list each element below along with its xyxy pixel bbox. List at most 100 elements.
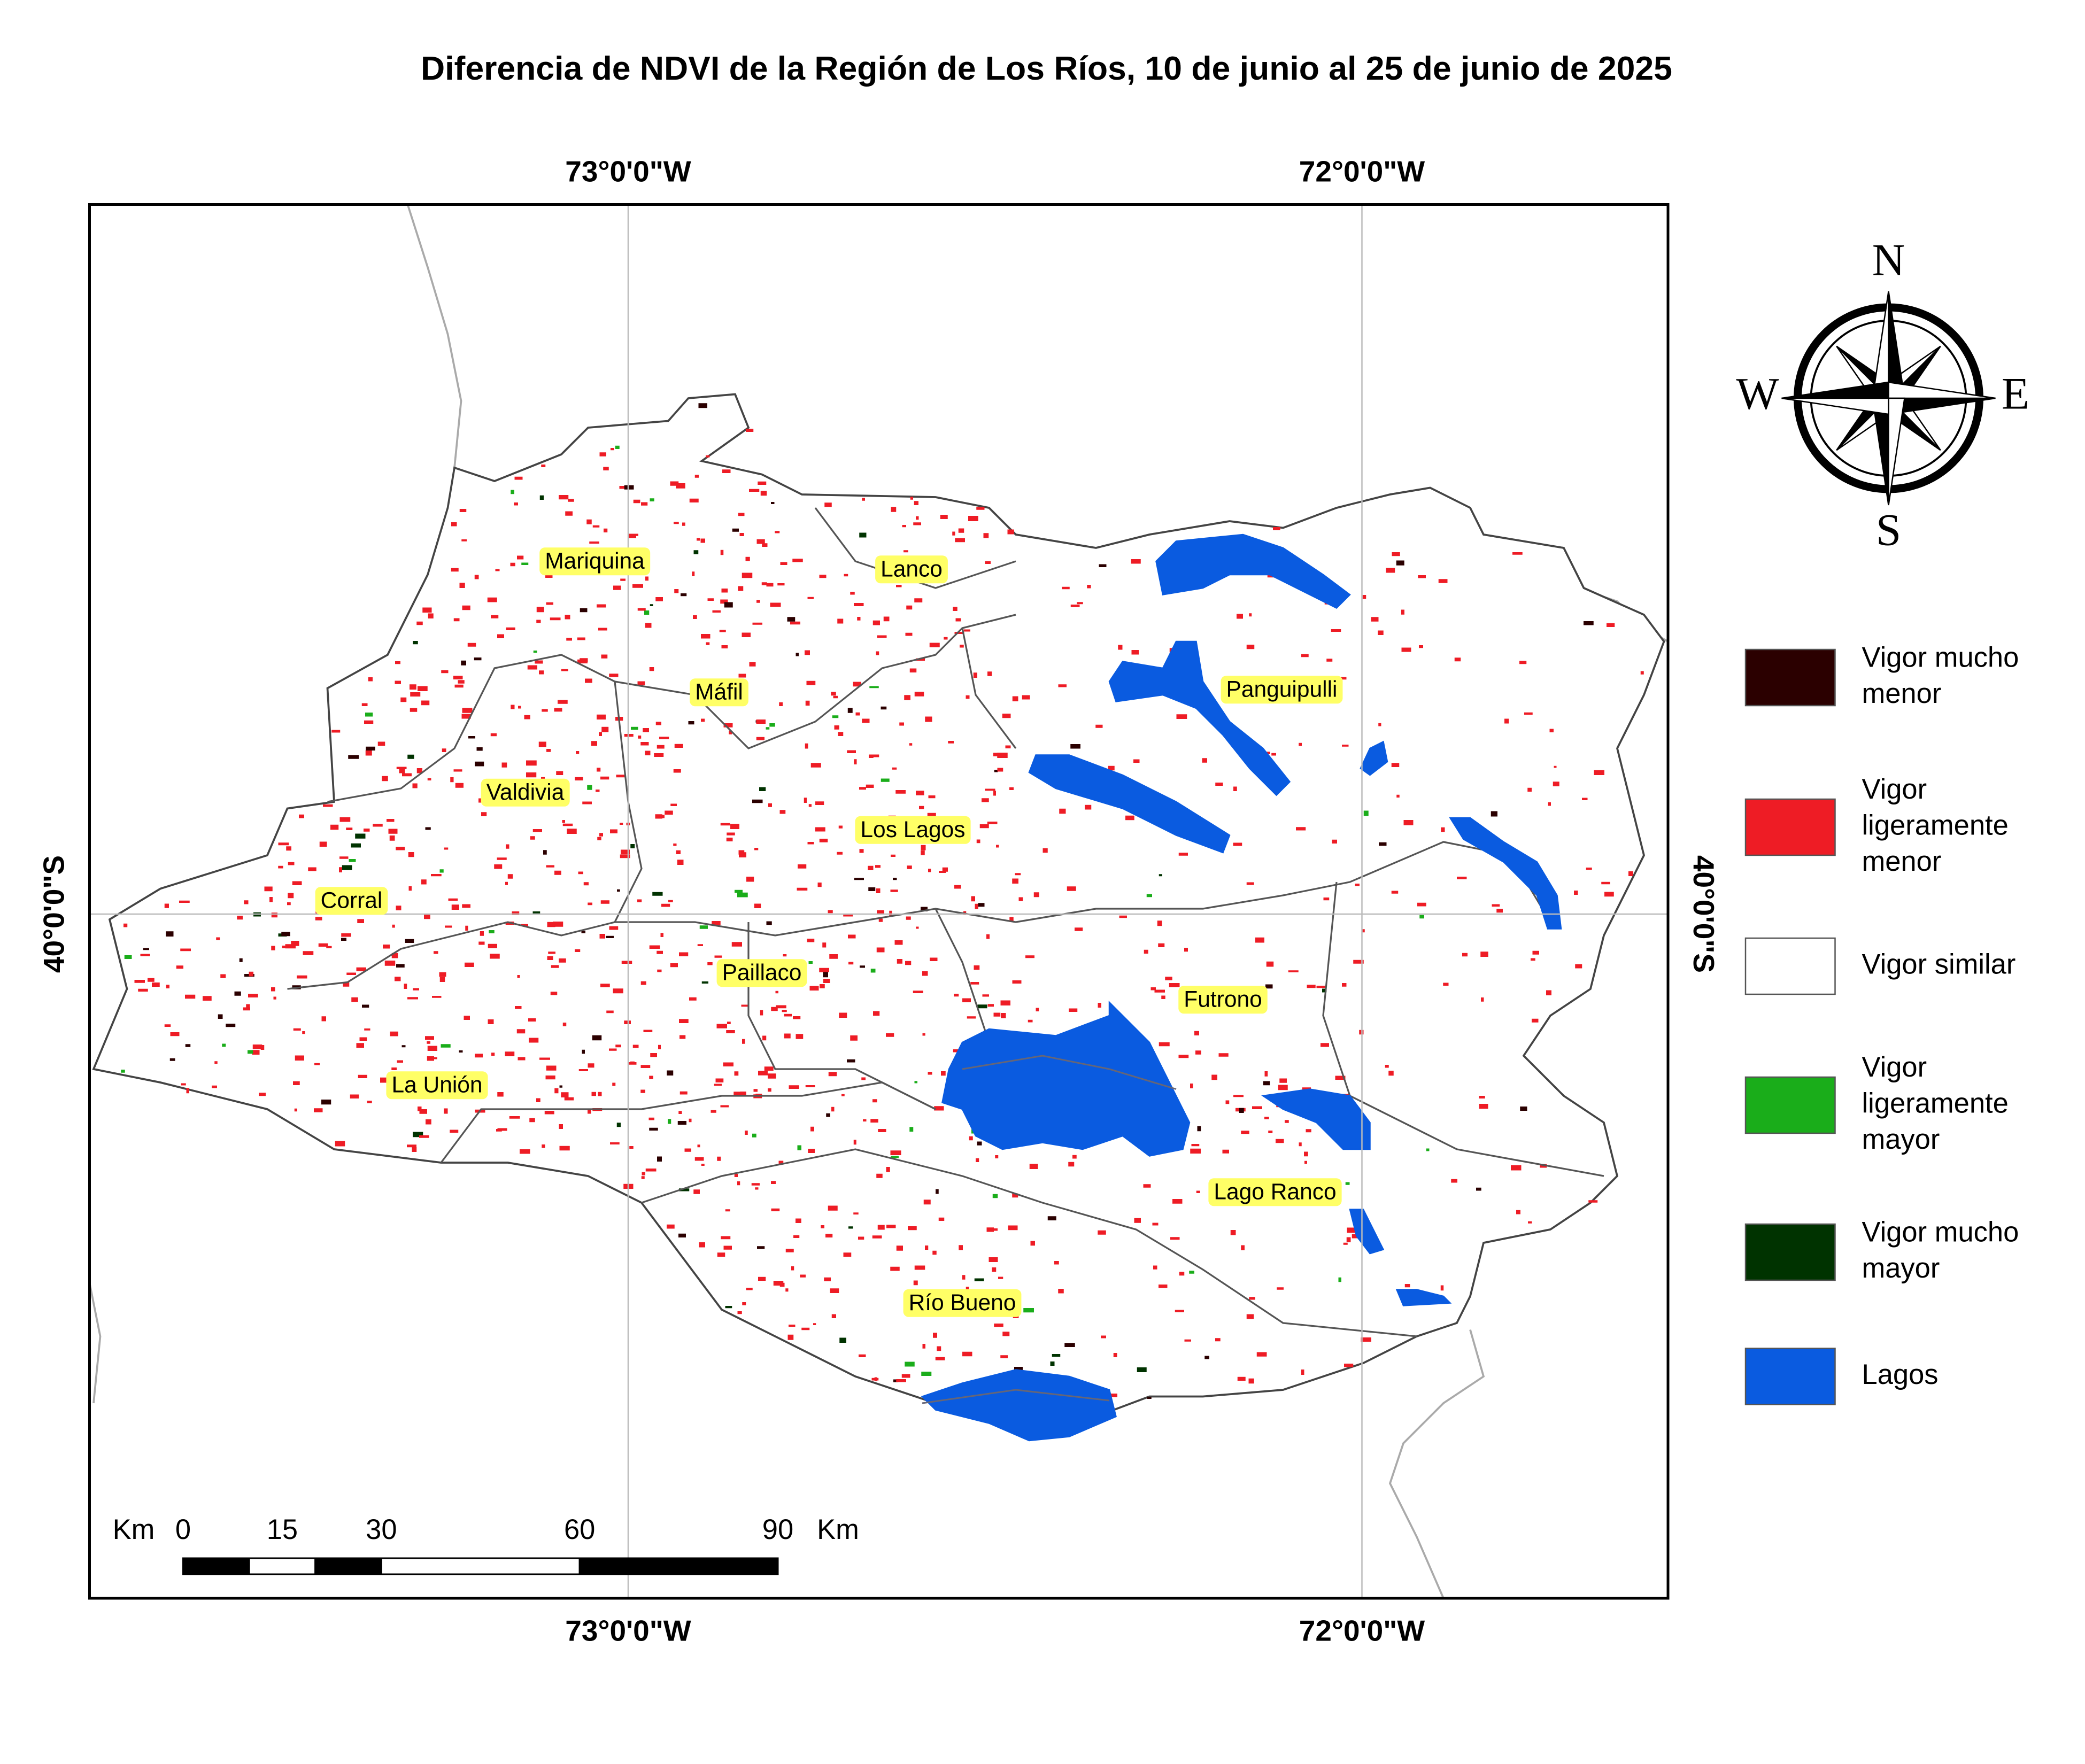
ndvi-pixel — [490, 733, 497, 737]
ndvi-pixel — [859, 849, 864, 853]
ndvi-pixel — [711, 1110, 716, 1113]
ndvi-pixel — [487, 597, 497, 602]
scale-segment — [248, 1557, 316, 1575]
ndvi-pixel — [854, 759, 857, 764]
compass-point-major — [1781, 397, 1889, 415]
ndvi-pixel — [1532, 1018, 1539, 1023]
ndvi-pixel — [1285, 1120, 1289, 1123]
ndvi-pixel — [986, 934, 990, 939]
ndvi-pixel — [391, 1067, 397, 1070]
ndvi-pixel — [1170, 1237, 1180, 1240]
ndvi-pixel — [997, 753, 1008, 758]
ndvi-pixel — [908, 1226, 917, 1231]
ndvi-pixel — [567, 829, 577, 834]
ndvi-pixel — [1058, 1289, 1064, 1294]
ndvi-pixel — [770, 602, 781, 607]
ndvi-pixel — [592, 525, 600, 528]
ndvi-pixel — [611, 448, 614, 451]
ndvi-pixel — [292, 881, 302, 885]
ndvi-pixel — [861, 1077, 866, 1080]
ndvi-pixel — [1306, 1129, 1311, 1133]
ndvi-pixel — [677, 860, 684, 865]
graticule-label: 40°0'0"S — [37, 855, 71, 973]
label-background — [855, 816, 971, 844]
ndvi-pixel — [259, 1093, 266, 1096]
ndvi-pixel — [1278, 1085, 1288, 1090]
ndvi-pixel — [756, 539, 765, 544]
ndvi-pixel — [712, 610, 721, 613]
ndvi-pixel — [717, 1252, 725, 1257]
ndvi-pixel — [1015, 873, 1021, 876]
ndvi-pixel — [970, 982, 979, 985]
ndvi-pixel — [953, 607, 957, 611]
scale-tick-label: 15 — [267, 1514, 298, 1545]
ndvi-pixel — [212, 1085, 217, 1088]
ndvi-pixel — [1158, 943, 1165, 948]
ndvi-pixel — [609, 674, 619, 677]
scale-segment — [578, 1557, 779, 1575]
ndvi-pixel — [1574, 891, 1578, 895]
ndvi-pixel — [837, 618, 844, 624]
ndvi-pixel — [387, 819, 395, 822]
ndvi-pixel — [1058, 684, 1067, 687]
ndvi-pixel — [1549, 729, 1554, 732]
scale-tick-label: 0 — [175, 1514, 191, 1545]
ndvi-pixel — [676, 850, 681, 854]
ndvi-pixel — [1028, 1019, 1033, 1023]
ndvi-pixel — [667, 1224, 675, 1229]
ndvi-pixel — [839, 1012, 847, 1018]
ndvi-pixel — [855, 712, 860, 716]
ndvi-pixel — [667, 1070, 674, 1076]
ndvi-pixel — [582, 1049, 585, 1054]
ndvi-pixel — [612, 1082, 616, 1086]
ndvi-pixel — [1386, 568, 1395, 573]
ndvi-pixel — [303, 951, 314, 955]
ndvi-pixel — [1119, 915, 1127, 918]
ndvi-pixel — [939, 871, 946, 873]
ndvi-pixel — [367, 1101, 372, 1103]
ndvi-pixel — [339, 817, 351, 822]
ndvi-pixel — [982, 994, 989, 997]
legend-label: Vigor — [1862, 773, 1927, 805]
ndvi-pixel — [1479, 1096, 1485, 1098]
ndvi-pixel — [731, 942, 742, 947]
graticule-label: 40°0'0"S — [1687, 855, 1720, 973]
ndvi-pixel — [804, 798, 807, 803]
ndvi-pixel — [418, 686, 428, 691]
ndvi-pixel — [1451, 1179, 1457, 1183]
ndvi-pixel — [916, 658, 925, 661]
lake — [1261, 1088, 1371, 1150]
ndvi-pixel — [1095, 724, 1103, 728]
ndvi-pixel — [396, 964, 405, 968]
ndvi-pixel — [805, 1085, 815, 1087]
ndvi-pixel — [992, 1267, 997, 1272]
ndvi-pixel — [546, 1065, 557, 1071]
ndvi-pixel — [1396, 560, 1404, 566]
ndvi-pixel — [568, 499, 574, 502]
ndvi-pixel — [459, 583, 465, 588]
ndvi-pixel — [674, 744, 683, 748]
ndvi-pixel — [246, 1004, 250, 1010]
ndvi-pixel — [942, 867, 948, 872]
ndvi-pixel — [758, 481, 767, 485]
ndvi-pixel — [707, 598, 714, 601]
ndvi-pixel — [1161, 995, 1165, 999]
ndvi-pixel — [121, 1070, 125, 1073]
ndvi-pixel — [819, 968, 829, 972]
ndvi-pixel — [1440, 1285, 1444, 1291]
lake — [921, 1369, 1117, 1442]
ndvi-pixel — [719, 630, 726, 632]
ndvi-pixel — [976, 839, 980, 844]
ndvi-pixel — [1249, 613, 1252, 617]
ndvi-pixel — [610, 1142, 620, 1144]
ndvi-pixel — [1553, 782, 1559, 786]
ndvi-pixel — [441, 1044, 451, 1048]
ndvi-pixel — [1099, 564, 1107, 567]
ndvi-pixel — [421, 700, 430, 706]
ndvi-pixel — [302, 1031, 305, 1034]
ndvi-pixel — [577, 659, 588, 663]
ndvi-pixel — [925, 1245, 929, 1250]
ndvi-pixel — [1157, 920, 1162, 926]
ndvi-pixel — [361, 703, 368, 706]
